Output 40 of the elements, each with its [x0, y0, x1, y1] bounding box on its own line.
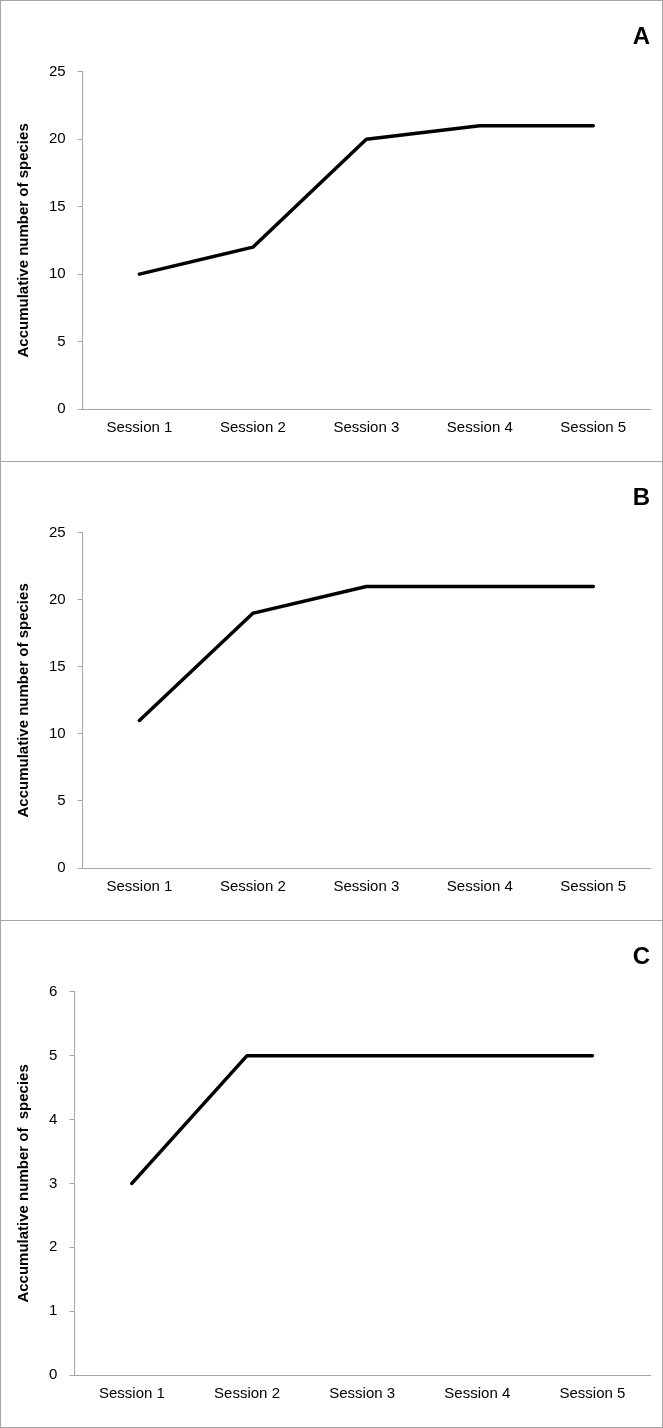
- x-tick-label: Session 5: [560, 418, 627, 436]
- x-tick-label: Session 3: [333, 877, 400, 895]
- x-tick-label: Session 5: [559, 1384, 626, 1402]
- y-tick-label: 5: [49, 1045, 58, 1063]
- x-tick-label: Session 1: [98, 1384, 165, 1402]
- y-tick-label: 20: [49, 129, 66, 147]
- y-tick-label: 3: [49, 1173, 58, 1191]
- x-tick-label: Session 4: [444, 1384, 511, 1402]
- y-tick-label: 25: [49, 61, 66, 79]
- x-tick-label: Session 5: [560, 877, 627, 895]
- y-tick-label: 0: [49, 1365, 58, 1383]
- x-tick-label: Session 4: [446, 877, 513, 895]
- y-tick-label: 4: [49, 1109, 58, 1127]
- y-tick-label: 2: [49, 1237, 58, 1255]
- y-tick-label: 25: [49, 522, 66, 540]
- chart-title: A: [632, 22, 650, 50]
- y-tick-label: 15: [49, 196, 66, 214]
- y-tick-label: 0: [57, 399, 66, 417]
- y-tick-label: 10: [49, 724, 66, 742]
- x-tick-label: Session 3: [329, 1384, 396, 1402]
- x-tick-label: Session 1: [106, 877, 173, 895]
- x-tick-label: Session 1: [106, 418, 173, 436]
- x-tick-label: Session 2: [219, 877, 286, 895]
- y-axis-title: Accumulative number of species: [14, 123, 32, 358]
- x-tick-label: Session 4: [446, 418, 513, 436]
- y-tick-label: 20: [49, 589, 66, 607]
- y-axis-title: Accumulative number of species: [14, 1064, 32, 1303]
- x-tick-label: Session 3: [333, 418, 400, 436]
- y-tick-label: 15: [49, 657, 66, 675]
- y-axis-title: Accumulative number of species: [14, 583, 32, 818]
- chart-title: B: [632, 483, 650, 511]
- y-tick-label: 10: [49, 264, 66, 282]
- y-tick-label: 1: [49, 1301, 58, 1319]
- y-tick-label: 6: [49, 981, 58, 999]
- y-tick-label: 0: [57, 858, 66, 876]
- x-tick-label: Session 2: [214, 1384, 280, 1402]
- y-tick-label: 5: [57, 791, 66, 809]
- y-tick-label: 5: [57, 331, 66, 349]
- chart-title: C: [632, 942, 650, 970]
- x-tick-label: Session 2: [219, 418, 286, 436]
